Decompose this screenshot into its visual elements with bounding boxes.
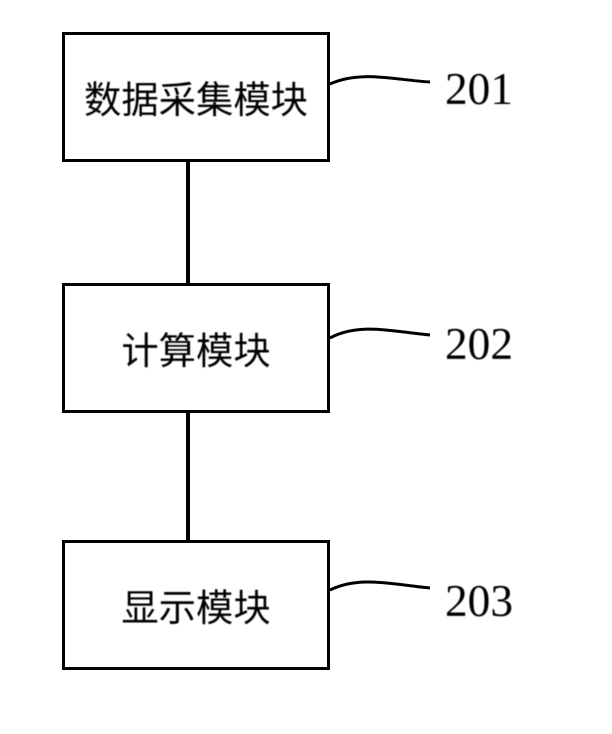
ref-label-203: 203 bbox=[445, 575, 513, 627]
leader-line-203 bbox=[0, 0, 612, 734]
diagram-canvas: 数据采集模块 201 计算模块 202 显示模块 203 bbox=[0, 0, 612, 734]
